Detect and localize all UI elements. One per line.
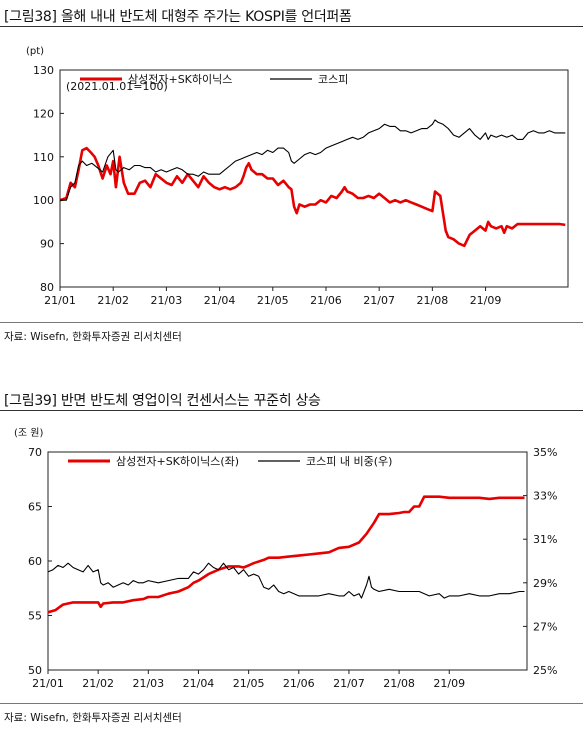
chart1-ytick-label: 90: [40, 238, 54, 251]
chart1-xtick-label: 21/06: [310, 294, 342, 307]
chart2-source: 자료: Wisefn, 한화투자증권 리서치센터: [4, 712, 182, 724]
chart2-series-line-2: [47, 562, 525, 599]
chart2-y2tick-label: 35%: [533, 446, 557, 459]
chart2-ytick-label: 70: [28, 446, 42, 459]
chart1-source-rule: [0, 322, 583, 323]
chart1-plot-frame: [59, 69, 569, 288]
chart1-xtick-label: 21/08: [417, 294, 449, 307]
chart1-title-rule: [0, 26, 583, 27]
chart2-legend-label-1: 삼성전자+SK하이닉스(좌): [116, 454, 239, 468]
chart2-source-rule: [0, 703, 583, 704]
chart1-y-unit: (pt): [26, 46, 44, 57]
chart1-ytick-label: 80: [40, 281, 54, 294]
chart1-xtick-label: 21/02: [97, 294, 129, 307]
chart2-y2tick-label: 25%: [533, 664, 557, 677]
chart2-xtick-label: 21/03: [132, 677, 164, 690]
chart2-xtick-label: 21/06: [283, 677, 315, 690]
chart2-ytick-label: 55: [28, 610, 42, 623]
chart1-series-line-1: [59, 146, 566, 248]
chart2-xtick-label: 21/05: [233, 677, 265, 690]
chart2-xtick-label: 21/07: [333, 677, 365, 690]
chart2-y2tick-label: 33%: [533, 490, 557, 503]
chart2-ytick-label: 65: [28, 501, 42, 514]
chart1-ytick-label: 120: [33, 107, 54, 120]
chart1-xtick-label: 21/09: [470, 294, 502, 307]
chart2-y2tick-label: 31%: [533, 533, 557, 546]
chart2-plot-frame: [47, 451, 528, 671]
chart1-ytick-label: 130: [33, 64, 54, 77]
chart2-y-unit: (조 원): [14, 427, 43, 439]
chart2-xtick-label: 21/04: [183, 677, 215, 690]
chart2-xtick-label: 21/01: [32, 677, 64, 690]
chart1-source: 자료: Wisefn, 한화투자증권 리서치센터: [4, 331, 182, 343]
chart1-ytick-label: 100: [33, 194, 54, 207]
chart1-xtick-label: 21/05: [257, 294, 289, 307]
chart1-svg: 80 90 100 110 120 130 (pt) 21/01 21/02 21/03 21/04…: [26, 46, 569, 307]
chart1-xtick-label: 21/07: [363, 294, 395, 307]
chart1-xtick-label: 21/01: [44, 294, 76, 307]
chart2-title-rule: [0, 410, 583, 411]
chart2-ytick-label: 50: [28, 664, 42, 677]
chart2-svg: 50 55 60 65 70 (조 원) 25% 27% 29% 31% 33% 35% 21/01 21…: [14, 427, 557, 690]
chart1-note: (2021.01.01=100): [66, 80, 168, 93]
chart1-series-line-2: [60, 119, 566, 201]
chart2-y2tick-label: 27%: [533, 620, 557, 633]
chart2-ytick-label: 60: [28, 555, 42, 568]
chart1-ytick-label: 110: [33, 151, 54, 164]
chart1-figure-title: [그림38] 올해 내내 반도체 대형주 주가는 KOSPI를 언더퍼폼: [4, 9, 352, 25]
chart1-xtick-label: 21/03: [151, 294, 183, 307]
chart2-legend-label-2: 코스피 내 비중(우): [306, 455, 392, 468]
chart2-figure-title: [그림39] 반면 반도체 영업이익 컨센서스는 꾸준히 상승: [4, 393, 321, 409]
chart1-legend-label-2: 코스피: [318, 73, 348, 86]
chart2-series-line-1: [47, 495, 525, 614]
chart1-legend-label-1: 삼성전자+SK하이닉스: [128, 72, 232, 86]
chart2-xtick-label: 21/02: [82, 677, 114, 690]
chart2-y2tick-label: 29%: [533, 577, 557, 590]
chart1-xtick-label: 21/04: [204, 294, 236, 307]
chart2-xtick-label: 21/08: [383, 677, 415, 690]
chart2-xtick-label: 21/09: [433, 677, 465, 690]
